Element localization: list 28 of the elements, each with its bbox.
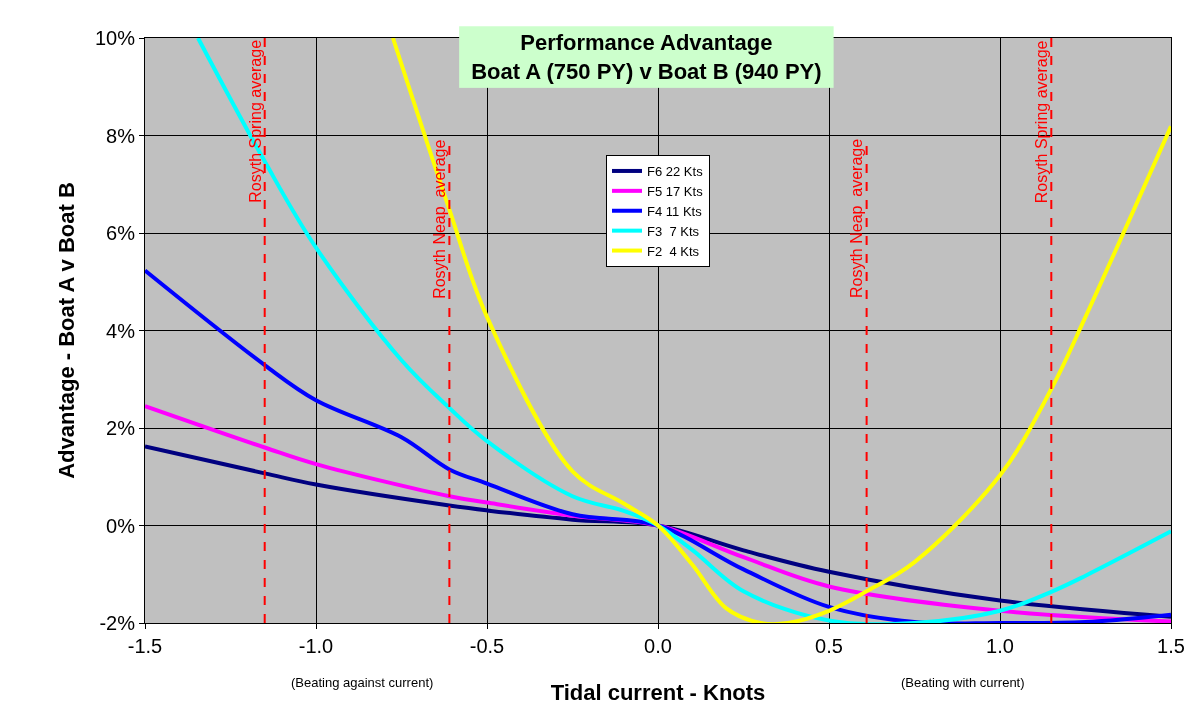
y-tick-label: 2% (106, 417, 136, 439)
x-tick-label: -1.5 (127, 635, 163, 657)
legend-label: F5 17 Kts (647, 183, 704, 199)
x-tick-label: 0.5 (815, 635, 843, 657)
legend-label: F4 11 Kts (647, 203, 703, 219)
x-tick-label: -1.0 (298, 635, 334, 657)
y-tick-label: 4% (106, 319, 136, 342)
text: (Beating with current) (901, 675, 1025, 690)
y-tick-label: 10% (94, 27, 136, 49)
legend-label: F3 7 Kts (647, 223, 700, 239)
ref-line-label: Rosyth Neap average (848, 138, 866, 299)
legend-label: F2 4 Kts (647, 243, 700, 259)
x-tick-label: 1.5 (1157, 635, 1185, 657)
y-axis-title: Advantage - Boat A v Boat B (53, 182, 79, 479)
y-tick-label: 0% (106, 514, 136, 537)
x-axis-title: Tidal current - Knots (550, 679, 766, 705)
y-tick-label: 6% (106, 222, 136, 244)
legend-label: F6 22 Kts (647, 164, 704, 180)
text: (Beating against current) (291, 675, 434, 690)
x-tick-label: 0.0 (644, 635, 672, 657)
ref-line-label: Rosyth Spring average (246, 39, 264, 203)
x-tick-label: 1.0 (986, 635, 1014, 657)
x-tick-label: -0.5 (469, 635, 505, 657)
y-tick-label: -2% (99, 612, 136, 634)
ref-line-label: Rosyth Spring average (1033, 40, 1051, 204)
ref-line-label: Rosyth Neap average (430, 139, 448, 299)
chart-title: Performance Advantage Boat A (750 PY) v Boat B (940 PY) (471, 30, 822, 84)
y-tick-label: 8% (106, 124, 136, 147)
